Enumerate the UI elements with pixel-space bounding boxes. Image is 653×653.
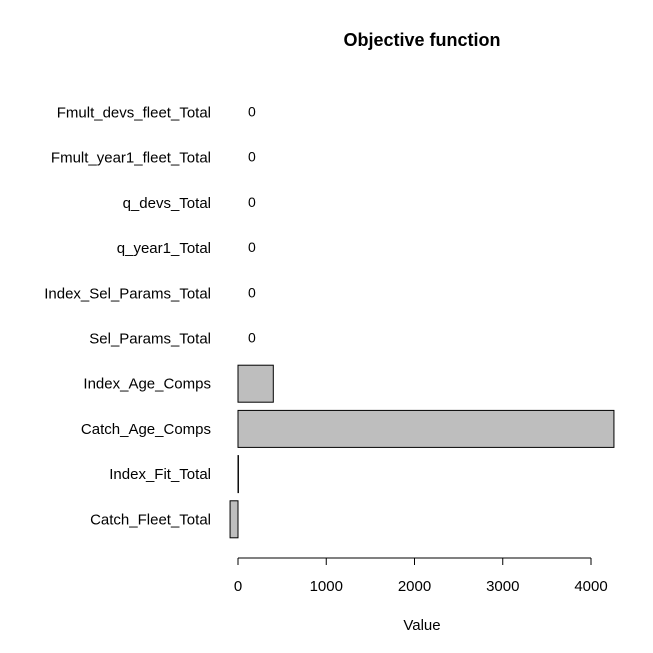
x-axis: 0 1000 2000 3000 4000 — [234, 557, 608, 595]
chart-title: Objective function — [343, 30, 500, 50]
bar-index-age-comps — [237, 364, 274, 403]
category-label-index-sel-params-total: Index_Sel_Params_Total — [44, 285, 211, 302]
x-tick-label-3000: 3000 — [486, 578, 519, 595]
data-label-fmult-devs-fleet-total: 0 — [248, 104, 256, 120]
data-label-q-devs-total: 0 — [248, 194, 256, 210]
category-label-fmult-devs-fleet-total: Fmult_devs_fleet_Total — [57, 105, 211, 122]
category-label-q-devs-total: q_devs_Total — [123, 195, 211, 212]
category-label-fmult-year1-fleet-total: Fmult_year1_fleet_Total — [51, 150, 211, 167]
data-label-fmult-year1-fleet-total: 0 — [248, 149, 256, 165]
x-tick-label-2000: 2000 — [398, 578, 431, 595]
bar-catch-fleet-total — [229, 500, 239, 539]
category-label-catch-fleet-total: Catch_Fleet_Total — [90, 511, 211, 528]
category-label-sel-params-total: Sel_Params_Total — [89, 331, 211, 348]
category-label-index-fit-total: Index_Fit_Total — [109, 466, 211, 483]
category-label-index-age-comps: Index_Age_Comps — [83, 376, 211, 393]
x-tick-label-0: 0 — [234, 578, 242, 595]
bars-group — [229, 364, 615, 539]
data-label-sel-params-total: 0 — [248, 330, 256, 346]
category-labels: Fmult_devs_fleet_Total Fmult_year1_fleet_… — [44, 105, 211, 529]
x-axis-label: Value — [403, 617, 440, 634]
x-tick-label-4000: 4000 — [574, 578, 607, 595]
data-label-index-sel-params-total: 0 — [248, 284, 256, 300]
category-label-q-year1-total: q_year1_Total — [117, 240, 211, 257]
data-labels: 0 0 0 0 0 0 — [248, 104, 256, 346]
category-label-catch-age-comps: Catch_Age_Comps — [81, 421, 211, 438]
data-label-q-year1-total: 0 — [248, 239, 256, 255]
bar-catch-age-comps — [237, 409, 615, 448]
x-tick-label-1000: 1000 — [310, 578, 343, 595]
